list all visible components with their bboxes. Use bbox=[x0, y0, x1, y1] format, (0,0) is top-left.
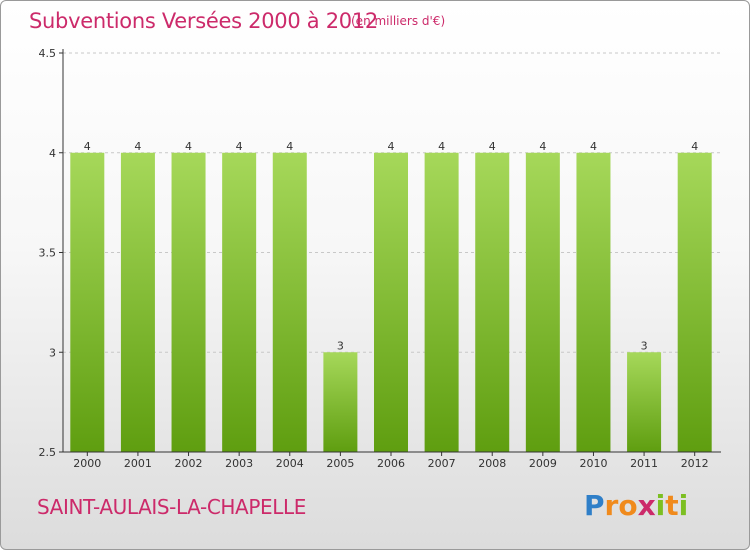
x-tick-label: 2009 bbox=[529, 457, 557, 470]
x-tick-label: 2002 bbox=[175, 457, 203, 470]
bar bbox=[627, 352, 662, 452]
data-label: 4 bbox=[388, 140, 395, 153]
data-label: 4 bbox=[236, 140, 243, 153]
bar bbox=[70, 152, 105, 452]
bar bbox=[475, 152, 510, 452]
unit-note: (en milliers d'€) bbox=[351, 14, 446, 28]
y-tick-label: 3 bbox=[49, 346, 56, 359]
bar bbox=[677, 152, 712, 452]
logo-letter: x bbox=[637, 489, 656, 522]
data-label: 4 bbox=[438, 140, 445, 153]
x-tick-label: 2007 bbox=[428, 457, 456, 470]
x-tick-label: 2011 bbox=[630, 457, 658, 470]
logo-letter: o bbox=[618, 489, 638, 522]
bar bbox=[222, 152, 257, 452]
logo-letter: i bbox=[655, 489, 666, 522]
logo-letter: t bbox=[665, 489, 679, 522]
data-label: 4 bbox=[590, 140, 597, 153]
y-tick-label: 3.5 bbox=[39, 247, 57, 260]
x-tick-label: 2004 bbox=[276, 457, 304, 470]
proxiti-logo: Proxiti bbox=[584, 489, 688, 522]
data-label: 4 bbox=[286, 140, 293, 153]
x-tick-label: 2006 bbox=[377, 457, 405, 470]
data-label: 4 bbox=[134, 140, 141, 153]
bar bbox=[374, 152, 408, 452]
x-tick-label: 2008 bbox=[478, 457, 506, 470]
bar bbox=[323, 352, 358, 452]
data-label: 4 bbox=[185, 140, 192, 153]
logo-letter: i bbox=[678, 489, 689, 522]
data-label: 3 bbox=[337, 339, 344, 352]
data-label: 3 bbox=[641, 339, 648, 352]
y-tick-label: 4.5 bbox=[39, 47, 57, 60]
data-label: 4 bbox=[691, 140, 698, 153]
data-label: 4 bbox=[539, 140, 546, 153]
bar bbox=[525, 152, 560, 452]
logo-letter: P bbox=[584, 489, 605, 522]
x-tick-label: 2010 bbox=[579, 457, 607, 470]
bar bbox=[272, 152, 307, 452]
x-tick-label: 2001 bbox=[124, 457, 152, 470]
logo-letter: r bbox=[604, 489, 619, 522]
y-tick-label: 2.5 bbox=[39, 446, 57, 459]
bar bbox=[171, 152, 206, 452]
commune-name: SAINT-AULAIS-LA-CHAPELLE bbox=[37, 495, 306, 519]
x-tick-label: 2000 bbox=[73, 457, 101, 470]
bar bbox=[424, 152, 459, 452]
bar bbox=[576, 152, 611, 452]
x-tick-label: 2003 bbox=[225, 457, 253, 470]
chart-title: Subventions Versées 2000 à 2012 bbox=[29, 9, 378, 33]
x-tick-label: 2005 bbox=[326, 457, 354, 470]
y-tick-label: 4 bbox=[49, 147, 56, 160]
bar bbox=[120, 152, 155, 452]
data-label: 4 bbox=[84, 140, 91, 153]
x-tick-label: 2012 bbox=[681, 457, 709, 470]
data-label: 4 bbox=[489, 140, 496, 153]
